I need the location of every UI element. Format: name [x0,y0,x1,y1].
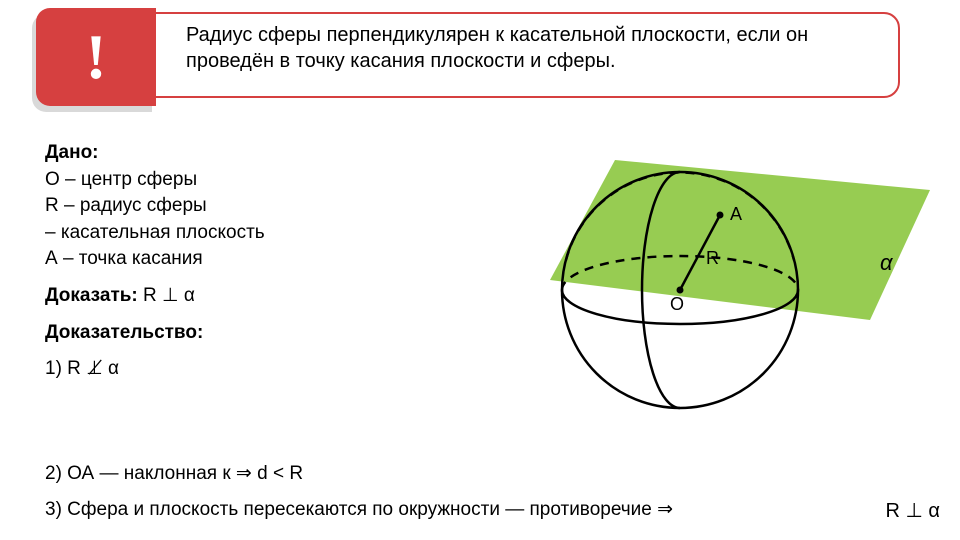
proof-step-2: 2) ОА — наклонная к ⇒ d < R [45,462,945,485]
exclamation-badge: ! [36,8,156,106]
proof-content: Дано: О – центр сферы R – радиус сферы –… [45,140,465,383]
label-alpha: α [880,250,894,275]
proof-heading: Доказательство: [45,322,203,343]
label-r: R [706,248,719,268]
label-a: A [730,204,742,224]
prove-expr: R ⊥ α [143,285,195,306]
given-line-3: А – точка касания [45,248,203,269]
tangent-plane [550,160,930,320]
given-line-0: О – центр сферы [45,169,197,190]
final-conclusion: R ⊥ α [885,498,940,523]
label-o: O [670,294,684,314]
theorem-callout: ! Радиус сферы перпендикулярен к касател… [40,12,900,98]
given-heading: Дано: [45,142,99,163]
sphere-diagram: A R O α [470,130,940,430]
proof-heading-block: Доказательство: [45,320,465,347]
given-line-2: – касательная плоскость [45,222,265,243]
proof-step-3: 3) Сфера и плоскость пересекаются по окр… [45,498,945,521]
diagram-svg: A R O α [470,130,940,430]
theorem-text: Радиус сферы перпендикулярен к касательн… [182,14,898,96]
point-a-dot [717,212,724,219]
given-line-1: R – радиус сферы [45,195,207,216]
given-block: Дано: О – центр сферы R – радиус сферы –… [45,140,465,273]
point-o-dot [677,287,684,294]
proof-step-1: 1) R ⊥̸ α [45,356,465,383]
exclamation-icon: ! [85,20,106,94]
prove-block: Доказать: R ⊥ α [45,283,465,310]
prove-heading: Доказать: [45,285,138,306]
